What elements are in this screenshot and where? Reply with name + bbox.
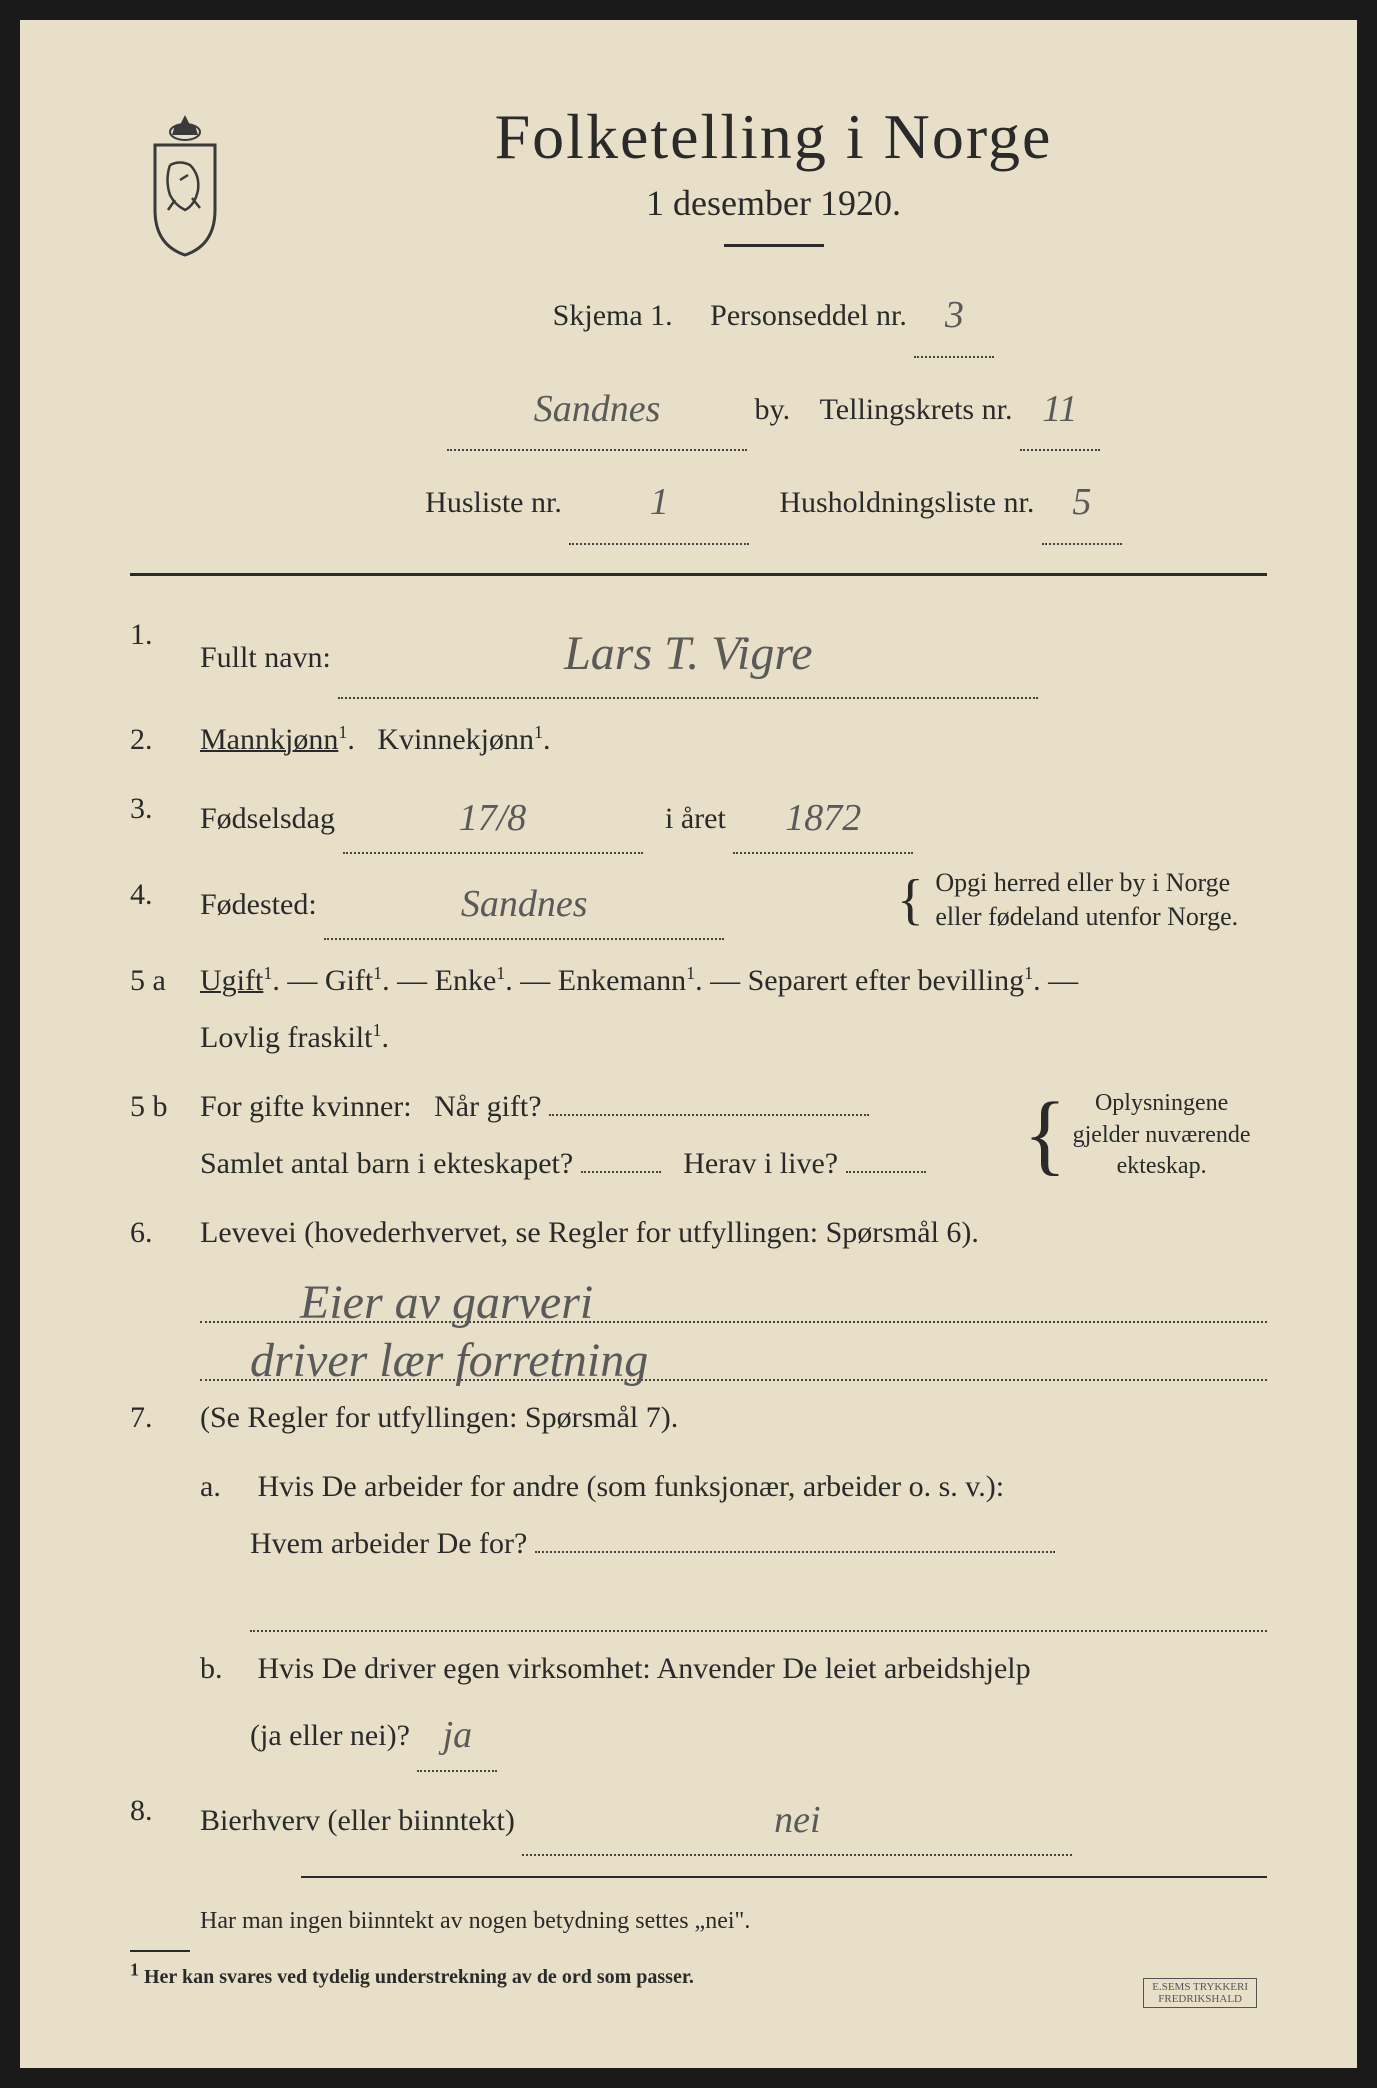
question-7a: a. Hvis De arbeider for andre (som funks…: [130, 1458, 1267, 1572]
q5b-herav: Herav i live?: [683, 1147, 838, 1180]
question-7: 7. (Se Regler for utfyllingen: Spørsmål …: [130, 1389, 1267, 1446]
q5b-barn: Samlet antal barn i ekteskapet?: [200, 1147, 573, 1180]
q4-value: Sandnes: [324, 866, 724, 940]
divider: [301, 1876, 1267, 1878]
q7a-field: [535, 1551, 1055, 1553]
husholdning-nr: 5: [1042, 459, 1122, 545]
title-rule: [724, 244, 824, 247]
q7b-text1: Hvis De driver egen virksomhet: Anvender…: [258, 1652, 1031, 1685]
q5b-herav-field: [846, 1171, 926, 1173]
q7a-extra-line: [250, 1582, 1267, 1632]
question-8: 8. Bierhverv (eller biinntekt) nei: [130, 1782, 1267, 1856]
question-2: 2. Mannkjønn1. Kvinnekjønn1.: [130, 711, 1267, 768]
q2-mann: Mannkjønn: [200, 723, 338, 756]
q5a-fraskilt: Lovlig fraskilt: [200, 1021, 372, 1054]
q5a-num: 5 a: [130, 952, 200, 1066]
tellingskrets-label: Tellingskrets nr.: [820, 393, 1013, 426]
question-6: 6. Levevei (hovederhvervet, se Regler fo…: [130, 1204, 1267, 1261]
personseddel-nr: 3: [914, 272, 994, 358]
q7a-text2: Hvem arbeider De for?: [200, 1527, 527, 1560]
q5b-nargift: Når gift?: [434, 1090, 541, 1123]
by-label: by.: [755, 393, 791, 426]
q5a-enkemann: Enkemann: [558, 964, 686, 997]
q6-value-line1: Eier av garveri: [200, 1273, 1267, 1323]
husholdning-label: Husholdningsliste nr.: [779, 486, 1034, 519]
census-form-page: Folketelling i Norge 1 desember 1920. Sk…: [20, 20, 1357, 2068]
q3-day: 17/8: [343, 780, 643, 854]
coat-of-arms-icon: [130, 110, 240, 260]
q4-label: Fødested:: [200, 888, 317, 921]
q6-label: Levevei (hovederhvervet, se Regler for u…: [200, 1204, 1267, 1261]
q7a-text1: Hvis De arbeider for andre (som funksjon…: [258, 1470, 1005, 1503]
q5a-gift: Gift: [325, 964, 373, 997]
q7b-text2: (ja eller nei)?: [200, 1719, 410, 1752]
q1-num: 1.: [130, 606, 200, 699]
footer-note: Har man ingen biinntekt av nogen betydni…: [130, 1908, 1267, 1935]
footnote: 1 Her kan svares ved tydelig understrekn…: [130, 1960, 1267, 1990]
header: Folketelling i Norge 1 desember 1920. Sk…: [130, 100, 1267, 553]
title-block: Folketelling i Norge 1 desember 1920. Sk…: [280, 100, 1267, 553]
question-1: 1. Fullt navn: Lars T. Vigre: [130, 606, 1267, 699]
by-name-field: Sandnes: [447, 366, 747, 452]
q7b-letter: b.: [200, 1640, 250, 1697]
q8-label: Bierhverv (eller biinntekt): [200, 1804, 515, 1837]
q8-value: nei: [522, 1782, 1072, 1856]
subtitle: 1 desember 1920.: [280, 182, 1267, 224]
q1-label: Fullt navn:: [200, 641, 331, 674]
q5b-barn-field: [581, 1171, 661, 1173]
q2-num: 2.: [130, 711, 200, 768]
printer-stamp: E.SEMS TRYKKERI FREDRIKSHALD: [1143, 1978, 1257, 2008]
question-5b: 5 b For gifte kvinner: Når gift? Samlet …: [130, 1078, 1267, 1192]
meta-section: Skjema 1. Personseddel nr. 3 Sandnes by.…: [280, 272, 1267, 545]
main-title: Folketelling i Norge: [280, 100, 1267, 174]
skjema-label: Skjema 1.: [553, 299, 673, 332]
q5b-label: For gifte kvinner:: [200, 1090, 412, 1123]
footnote-rule: [130, 1950, 190, 1952]
question-7b: b. Hvis De driver egen virksomhet: Anven…: [130, 1640, 1267, 1771]
husliste-nr: 1: [569, 459, 749, 545]
q2-kvinne: Kvinnekjønn: [377, 723, 534, 756]
q7a-letter: a.: [200, 1458, 250, 1515]
question-4: 4. Fødested: Sandnes { Opgi herred eller…: [130, 866, 1267, 940]
q4-num: 4.: [130, 866, 200, 923]
q1-value: Lars T. Vigre: [338, 606, 1038, 699]
question-3: 3. Fødselsdag 17/8 i året 1872: [130, 780, 1267, 854]
divider: [130, 573, 1267, 576]
q5b-nargift-field: [549, 1114, 869, 1116]
q8-num: 8.: [130, 1782, 200, 1856]
q3-year-label: i året: [665, 802, 726, 835]
q5a-separert: Separert efter bevilling: [748, 964, 1025, 997]
tellingskrets-nr: 11: [1020, 366, 1100, 452]
q5b-num: 5 b: [130, 1078, 200, 1192]
q3-label: Fødselsdag: [200, 802, 335, 835]
q5a-ugift: Ugift: [200, 964, 263, 997]
personseddel-label: Personseddel nr.: [710, 299, 907, 332]
q7-label: (Se Regler for utfyllingen: Spørsmål 7).: [200, 1389, 1267, 1446]
q5b-note: { Oplysningene gjelder nuværende ekteska…: [1007, 1078, 1267, 1192]
q6-num: 6.: [130, 1204, 200, 1261]
q7-num: 7.: [130, 1389, 200, 1446]
q6-value-line2: driver lær forretning: [200, 1331, 1267, 1381]
q3-num: 3.: [130, 780, 200, 854]
q5a-enke: Enke: [435, 964, 497, 997]
q4-note: { Opgi herred eller by i Norge eller fød…: [887, 866, 1267, 934]
q3-year: 1872: [733, 780, 913, 854]
q7b-value: ja: [417, 1697, 497, 1771]
question-5a: 5 a Ugift1. — Gift1. — Enke1. — Enkemann…: [130, 952, 1267, 1066]
husliste-label: Husliste nr.: [425, 486, 562, 519]
